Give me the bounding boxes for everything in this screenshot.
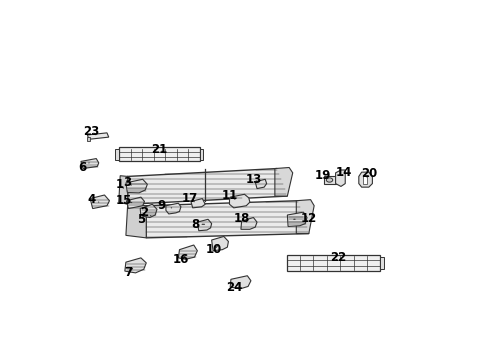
Polygon shape	[296, 200, 313, 234]
Text: 24: 24	[226, 282, 242, 294]
Polygon shape	[125, 179, 147, 193]
Polygon shape	[127, 168, 287, 204]
Text: 18: 18	[234, 212, 250, 225]
Polygon shape	[363, 175, 366, 184]
Polygon shape	[119, 147, 200, 161]
Polygon shape	[119, 176, 127, 204]
Text: 10: 10	[205, 243, 222, 256]
Polygon shape	[274, 167, 292, 196]
Text: 1: 1	[115, 178, 123, 191]
Polygon shape	[197, 219, 211, 231]
Polygon shape	[87, 133, 108, 139]
Polygon shape	[115, 149, 119, 159]
Text: 17: 17	[181, 192, 197, 205]
Polygon shape	[358, 172, 372, 187]
Text: 6: 6	[78, 161, 89, 174]
Polygon shape	[81, 158, 99, 168]
Text: 21: 21	[151, 143, 167, 156]
Polygon shape	[335, 170, 345, 186]
Text: 11: 11	[221, 189, 237, 202]
Polygon shape	[287, 212, 306, 226]
Text: 14: 14	[335, 166, 351, 179]
Polygon shape	[229, 194, 249, 208]
Text: 2: 2	[140, 206, 151, 219]
Polygon shape	[323, 176, 335, 184]
Polygon shape	[124, 258, 146, 273]
Text: 5: 5	[137, 213, 145, 226]
Polygon shape	[211, 237, 228, 251]
Text: 22: 22	[329, 251, 346, 264]
Text: 3: 3	[123, 176, 131, 189]
Polygon shape	[140, 204, 157, 217]
Text: 13: 13	[245, 173, 262, 186]
Polygon shape	[126, 197, 144, 208]
Polygon shape	[230, 276, 250, 289]
Text: 19: 19	[314, 169, 330, 182]
Text: 16: 16	[172, 253, 189, 266]
Polygon shape	[165, 203, 181, 214]
Text: 7: 7	[124, 266, 132, 279]
Polygon shape	[241, 217, 257, 229]
Text: 23: 23	[83, 125, 100, 138]
Text: 4: 4	[87, 193, 99, 206]
Text: 9: 9	[157, 199, 171, 212]
Polygon shape	[178, 245, 197, 259]
Polygon shape	[146, 201, 308, 238]
Text: 15: 15	[115, 194, 132, 207]
Polygon shape	[190, 199, 205, 208]
Polygon shape	[286, 255, 380, 271]
Polygon shape	[200, 149, 203, 159]
Ellipse shape	[325, 178, 332, 182]
Polygon shape	[380, 257, 383, 269]
Polygon shape	[90, 195, 109, 208]
Polygon shape	[255, 179, 266, 189]
Text: 8: 8	[191, 218, 204, 231]
Polygon shape	[87, 137, 90, 141]
Polygon shape	[125, 204, 146, 238]
Text: 12: 12	[293, 212, 316, 225]
Text: 20: 20	[361, 167, 377, 180]
